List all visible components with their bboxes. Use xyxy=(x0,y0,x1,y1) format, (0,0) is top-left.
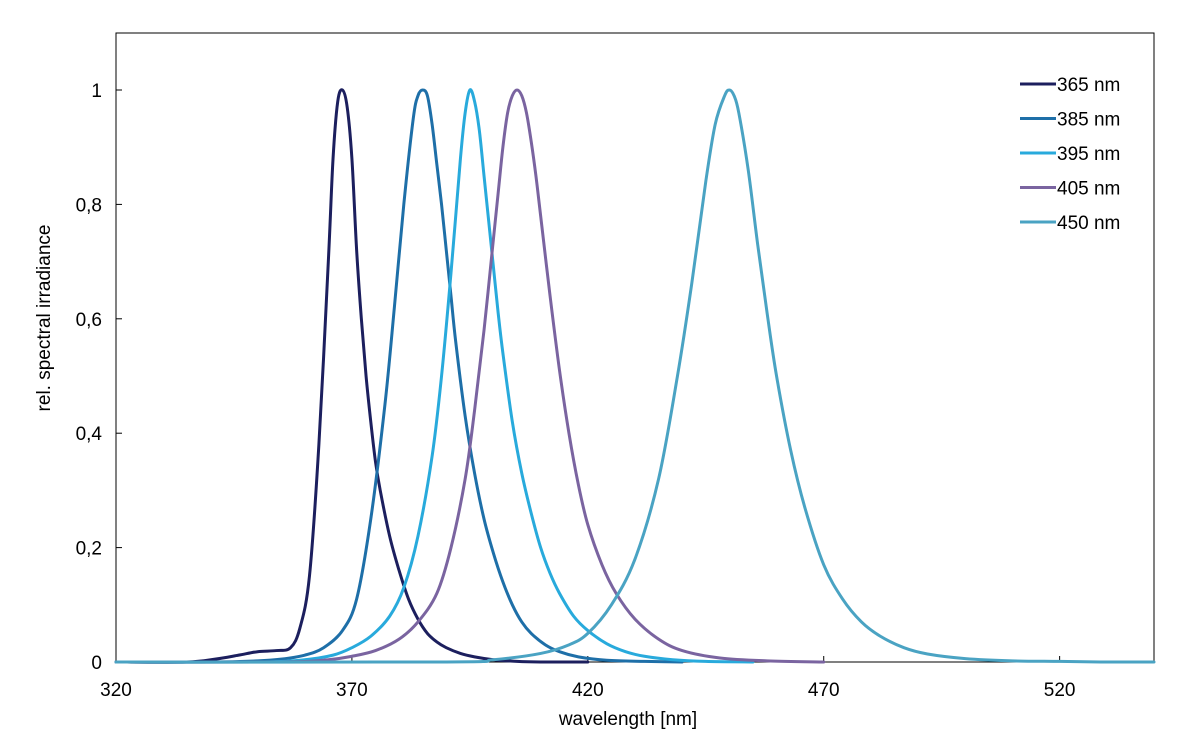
series-line-395-nm xyxy=(114,88,755,664)
x-tick-label: 470 xyxy=(808,680,840,701)
legend-label: 385 nm xyxy=(1057,110,1120,131)
legend-label: 365 nm xyxy=(1057,75,1120,96)
y-axis: 0 0,2 0,4 0,6 0,8 1 xyxy=(76,81,122,674)
y-tick-label: 0,4 xyxy=(76,424,103,445)
series-line-450-nm xyxy=(114,88,1156,664)
legend-label: 405 nm xyxy=(1057,179,1120,200)
x-tick-label: 420 xyxy=(572,680,604,701)
legend: 365 nm 385 nm 395 nm 405 nm 450 nm xyxy=(1020,75,1120,234)
legend-entry: 365 nm xyxy=(1020,75,1120,96)
plot-area-border xyxy=(115,32,1155,663)
legend-label: 450 nm xyxy=(1057,213,1120,234)
legend-entry: 395 nm xyxy=(1020,144,1120,165)
series-line-385-nm xyxy=(114,88,684,664)
x-axis: 320 370 420 470 520 xyxy=(100,656,1075,701)
x-tick-label: 320 xyxy=(100,680,132,701)
series-lines xyxy=(114,88,1156,664)
series-line-365-nm xyxy=(114,88,590,664)
y-tick-label: 0,6 xyxy=(76,310,102,331)
x-axis-title: wavelength [nm] xyxy=(558,709,697,730)
y-tick-label: 1 xyxy=(91,81,102,102)
y-tick-label: 0 xyxy=(91,653,102,674)
y-tick-label: 0,2 xyxy=(76,539,102,560)
legend-label: 395 nm xyxy=(1057,144,1120,165)
y-axis-title: rel. spectral irradiance xyxy=(34,225,55,412)
series-line-405-nm xyxy=(114,88,826,664)
x-tick-label: 520 xyxy=(1044,680,1076,701)
y-tick-label: 0,8 xyxy=(76,195,102,216)
legend-entry: 450 nm xyxy=(1020,213,1120,234)
legend-entry: 385 nm xyxy=(1020,110,1120,131)
legend-entry: 405 nm xyxy=(1020,179,1120,200)
x-tick-label: 370 xyxy=(336,680,368,701)
